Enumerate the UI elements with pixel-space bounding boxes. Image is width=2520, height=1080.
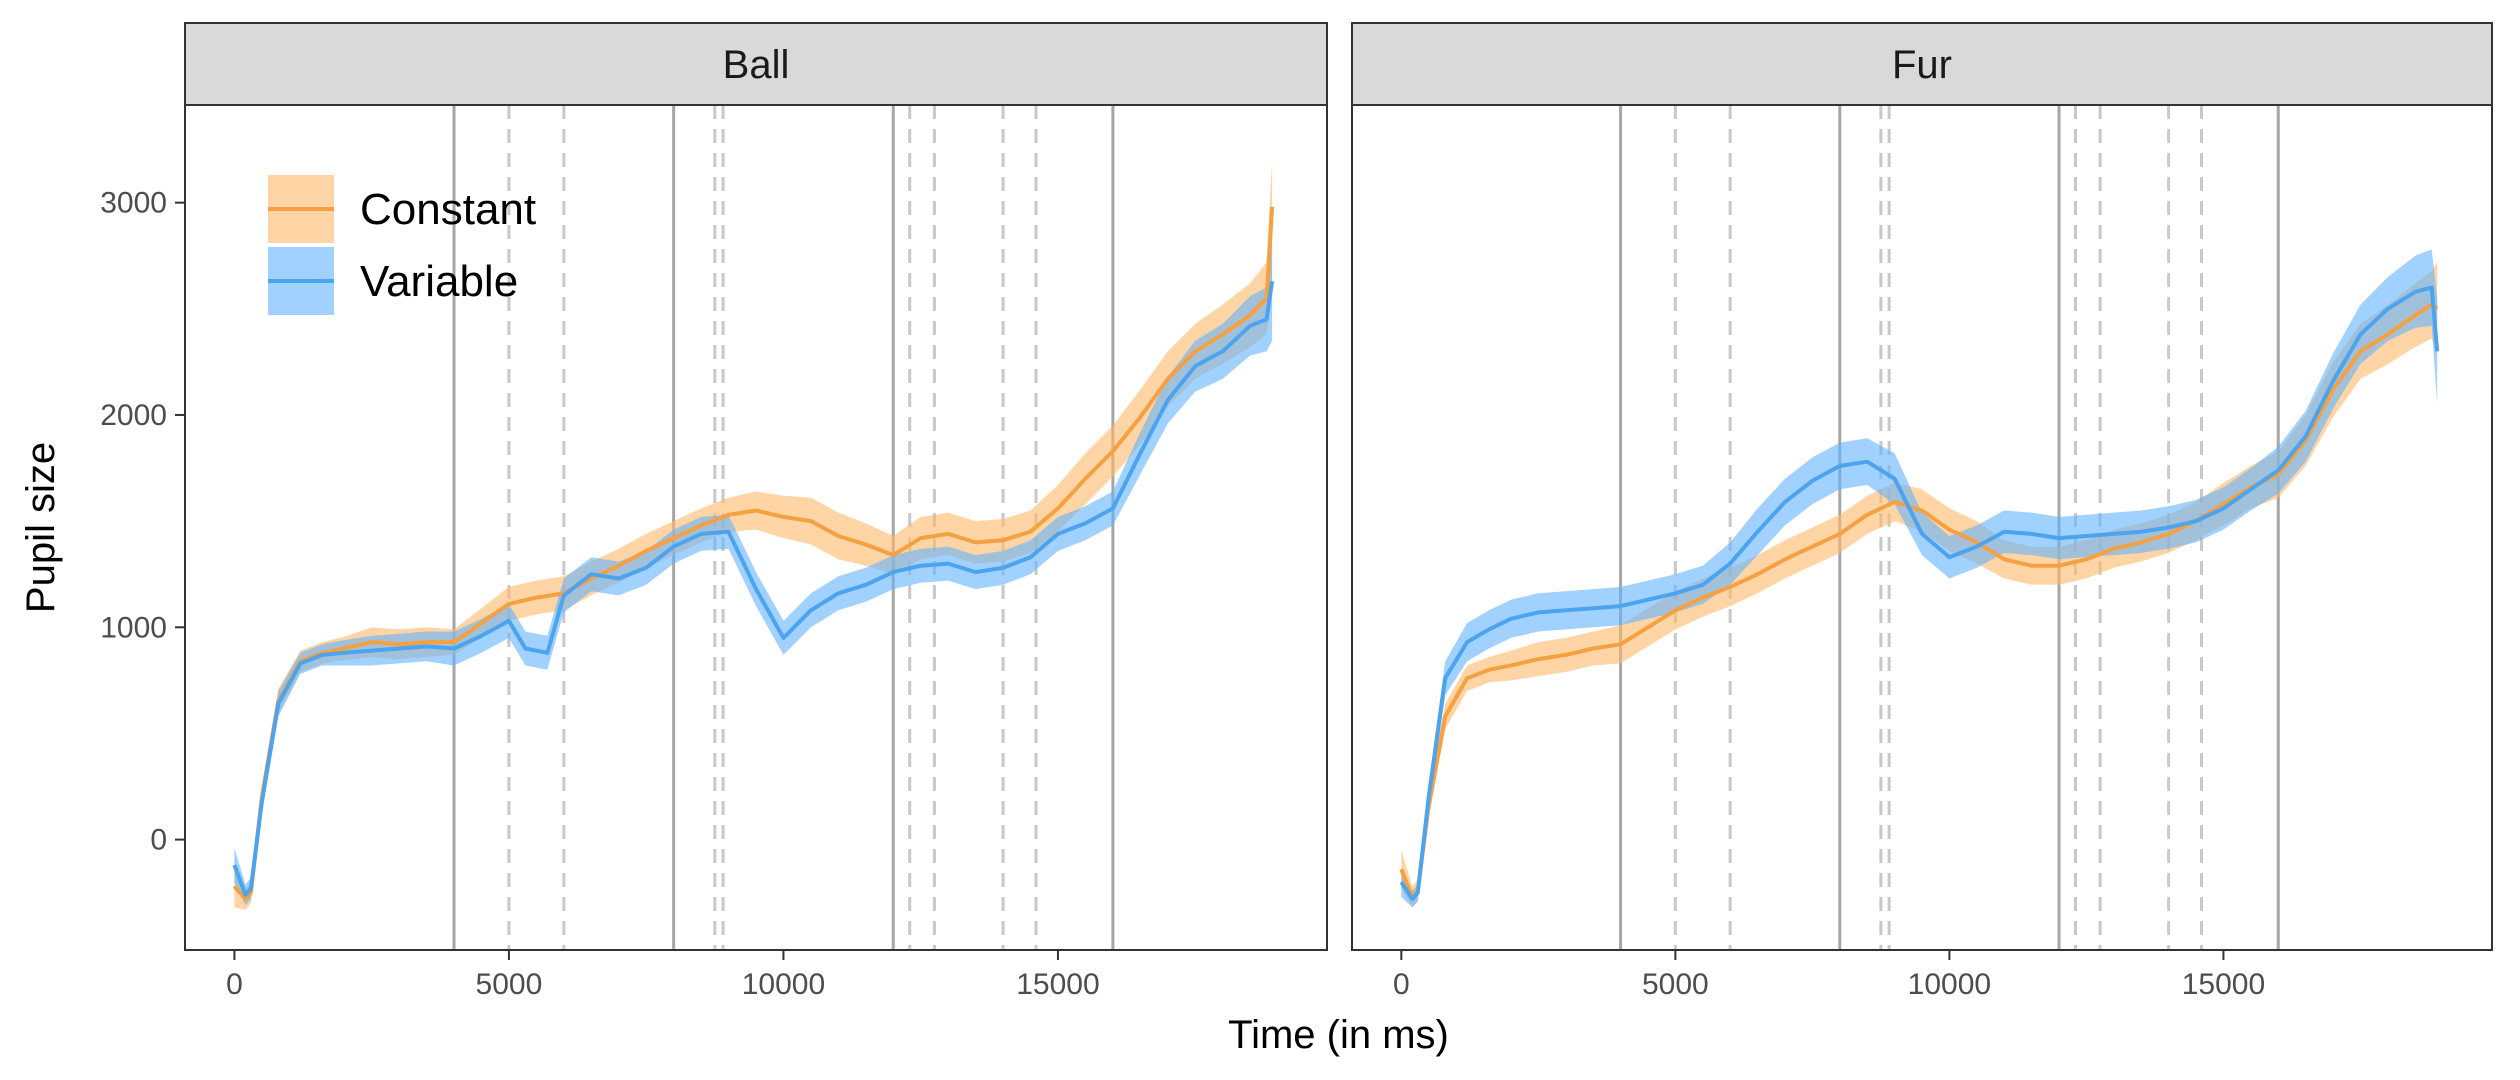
panel-border [184, 104, 1328, 951]
x-tick-label: 0 [1393, 968, 1410, 1001]
series-line-constant [1399, 302, 2439, 899]
x-tick-label: 15000 [1016, 968, 1099, 1001]
y-tick-label: 2000 [100, 399, 167, 432]
x-tick-label: 0 [226, 968, 243, 1001]
legend: Constant Variable [268, 175, 536, 315]
series-line-variable [232, 280, 1275, 897]
legend-item-variable: Variable [268, 247, 518, 315]
series-line-variable [1399, 285, 2440, 901]
x-axis-title: Time (in ms) [1228, 1013, 1449, 1057]
panel-ball: Ball 0 5000 10000 15000 0 1000 2000 3000 [100, 22, 1328, 1001]
panel-strip [1351, 22, 2493, 106]
x-tick-label: 10000 [1908, 968, 1991, 1001]
panel-border [1351, 104, 2493, 951]
y-tick-label: 3000 [100, 187, 167, 220]
x-tick-label: 15000 [2182, 968, 2265, 1001]
series-line-constant [232, 206, 1275, 901]
legend-label: Constant [360, 185, 536, 234]
panel-title: Ball [723, 43, 790, 87]
legend-item-constant: Constant [268, 175, 536, 243]
x-tick-label: 10000 [742, 968, 825, 1001]
panel-fur: Fur 0 5000 10000 15000 [1351, 22, 2493, 1001]
legend-label: Variable [360, 257, 518, 306]
y-axis-title: Pupil size [19, 442, 63, 613]
x-tick-label: 5000 [1642, 968, 1709, 1001]
y-tick-label: 0 [150, 824, 167, 857]
panel-title: Fur [1892, 43, 1952, 87]
y-tick-label: 1000 [100, 611, 167, 644]
x-tick-label: 5000 [476, 968, 543, 1001]
panel-strip [184, 22, 1328, 106]
